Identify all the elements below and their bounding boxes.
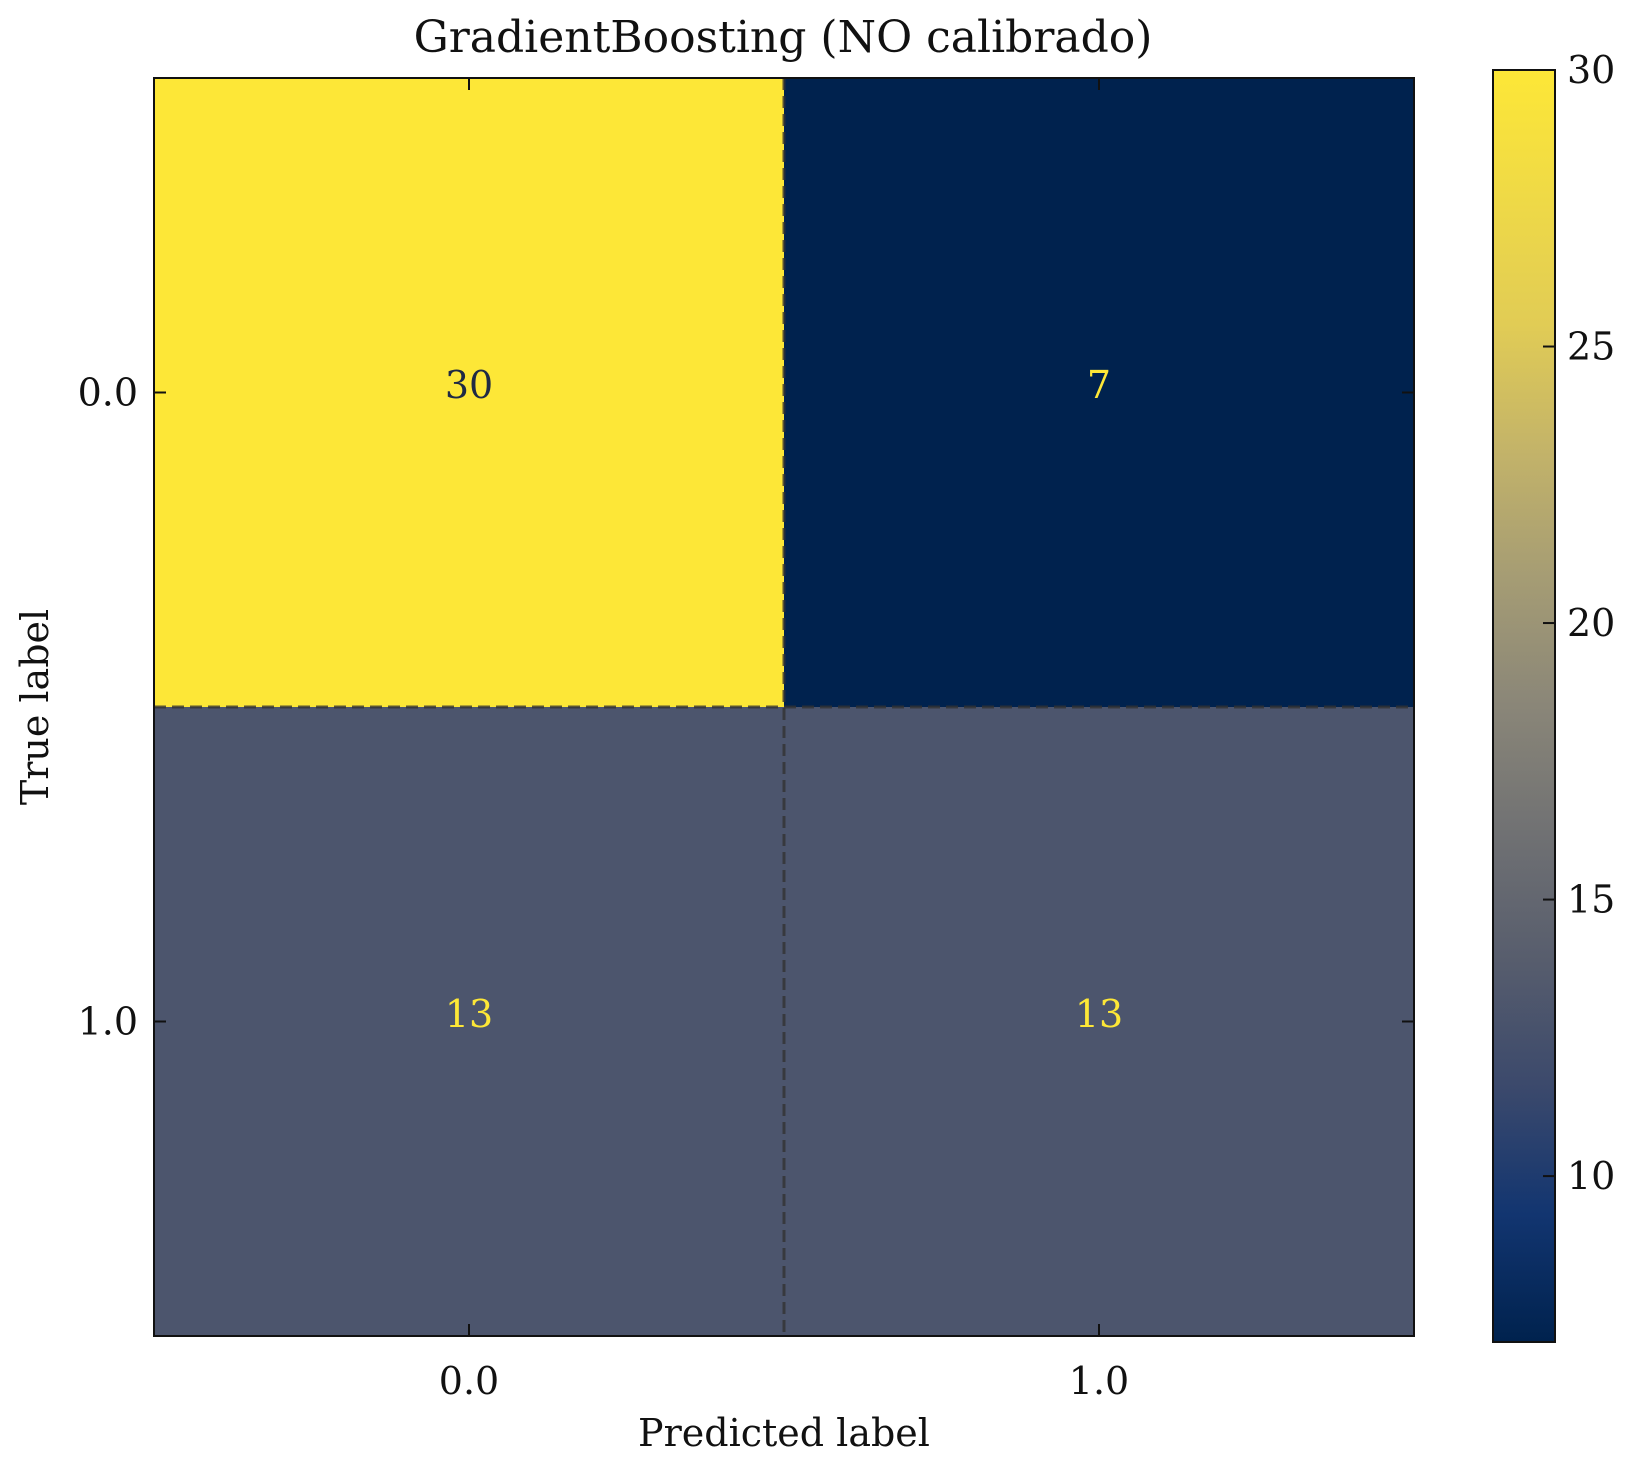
y-tick-label: 0.0 (78, 371, 138, 415)
matrix-cell-labels: 30 7 13 13 (445, 363, 1123, 1036)
chart-title: GradientBoosting (NO calibrado) (414, 12, 1153, 63)
cell-value-label: 13 (445, 992, 493, 1036)
colorbar (1492, 69, 1556, 1343)
x-tick-label: 0.0 (439, 1359, 499, 1403)
colorbar-tick-label: 20 (1567, 601, 1615, 645)
cell-value-label: 7 (1087, 363, 1111, 407)
y-axis-ticks: 0.0 1.0 (78, 371, 1414, 1044)
cell-value-label: 13 (1075, 992, 1123, 1036)
y-tick-label: 1.0 (78, 1000, 138, 1044)
x-axis-label: Predicted label (638, 1411, 930, 1455)
y-axis-label: True label (13, 609, 57, 805)
matrix-cell (154, 78, 784, 707)
colorbar-tick-label: 15 (1567, 878, 1615, 922)
matrix-cell (154, 707, 784, 1336)
colorbar-tick-label: 30 (1567, 48, 1615, 92)
x-axis-ticks: 0.0 1.0 (439, 78, 1129, 1403)
x-tick-label: 1.0 (1069, 1359, 1129, 1403)
cell-value-label: 30 (445, 363, 493, 407)
colorbar-tick-label: 10 (1567, 1154, 1615, 1198)
matrix-cell (784, 707, 1414, 1336)
matrix-grid-lines (154, 78, 1414, 1336)
matrix-cells (154, 78, 1414, 1336)
colorbar-tick-label: 25 (1567, 325, 1615, 369)
plot-frame (153, 77, 1415, 1337)
matrix-cell (784, 78, 1414, 707)
colorbar-ticks: 10 15 20 25 30 (1543, 48, 1615, 1198)
